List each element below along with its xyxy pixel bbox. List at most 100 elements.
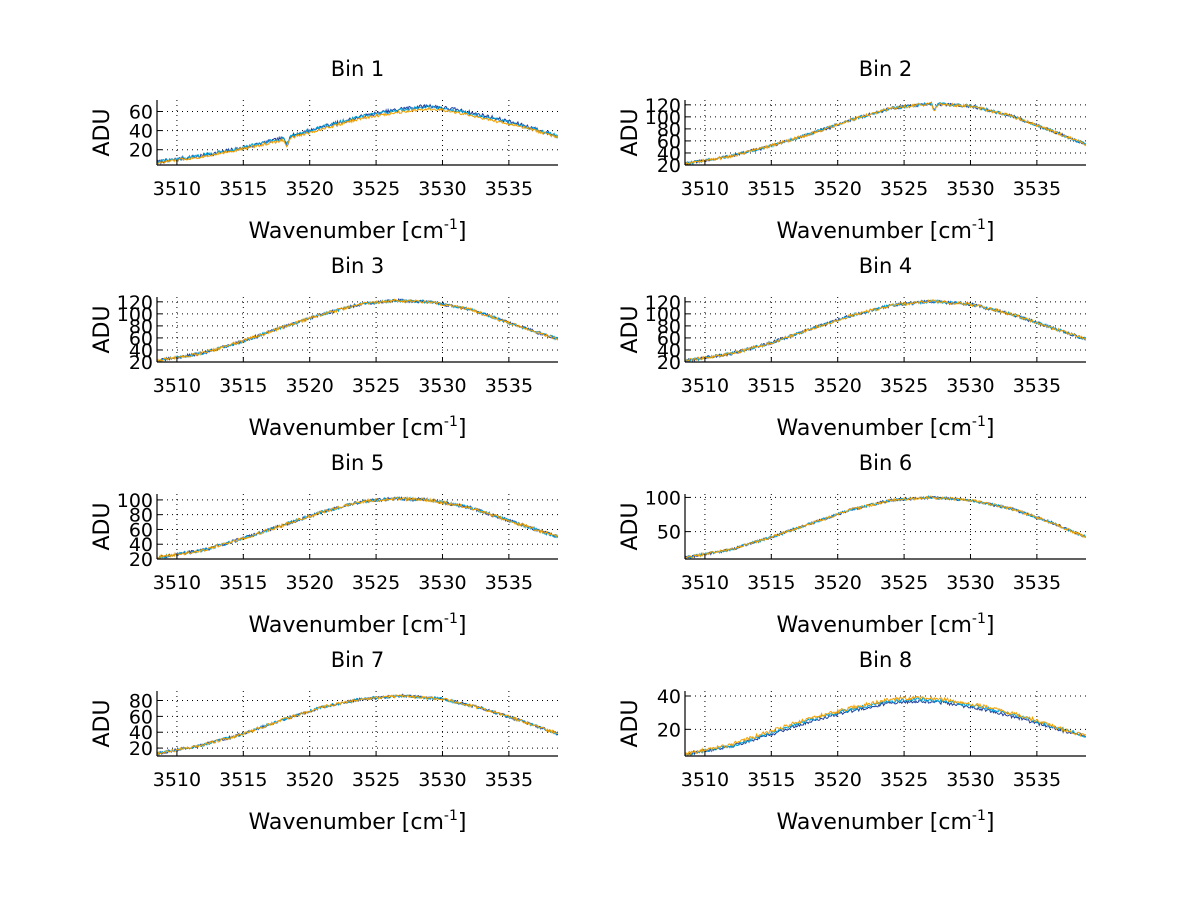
series-line-1 [685, 299, 1086, 362]
x-tick-label: 3525 [880, 769, 928, 791]
y-tick-label: 40 [129, 340, 153, 362]
y-tick-label: 40 [129, 722, 153, 744]
y-tick-label: 80 [129, 691, 153, 713]
y-axis-label: ADU [90, 502, 115, 550]
x-axis-label: Wavenumber [cm-1] [249, 414, 467, 441]
x-tick-label: 3520 [286, 375, 334, 397]
y-axis-label: ADU [618, 502, 643, 550]
chart-title: Bin 7 [331, 648, 385, 672]
x-tick-label: 3530 [418, 572, 466, 594]
series-line-1 [157, 496, 558, 559]
series-line-3 [157, 693, 558, 756]
x-axis-label: Wavenumber [cm-1] [777, 414, 995, 441]
x-axis-label: Wavenumber [cm-1] [249, 808, 467, 835]
series-line-3 [685, 101, 1086, 165]
y-tick-label: 60 [129, 706, 153, 728]
x-tick-label: 3520 [814, 375, 862, 397]
x-tick-label: 3525 [880, 375, 928, 397]
panel-bin-6: 3510 3515 3520 3525 3530 3535 50 100 Bin 6 Wavenu… [618, 451, 1086, 638]
y-tick-label: 20 [657, 719, 681, 741]
y-axis-label: ADU [90, 108, 115, 156]
x-tick-label: 3530 [418, 769, 466, 791]
series-line-2 [157, 496, 558, 559]
chart-title: Bin 2 [859, 57, 913, 81]
x-axis-label: Wavenumber [cm-1] [777, 217, 995, 244]
y-tick-label: 20 [657, 352, 681, 374]
x-tick-label: 3525 [352, 572, 400, 594]
series-line-2 [685, 696, 1086, 756]
x-tick-label: 3515 [219, 769, 267, 791]
chart-title: Bin 4 [859, 254, 913, 278]
y-tick-label: 20 [129, 352, 153, 374]
x-tick-label: 3520 [286, 178, 334, 200]
y-tick-label: 80 [129, 316, 153, 338]
x-tick-label: 3530 [946, 375, 994, 397]
x-axis-label: Wavenumber [cm-1] [249, 611, 467, 638]
series-line-2 [685, 299, 1086, 362]
series-line-3 [157, 106, 558, 165]
x-tick-label: 3515 [747, 769, 795, 791]
series-line-2 [685, 101, 1086, 165]
x-tick-label: 3520 [814, 572, 862, 594]
y-tick-label: 40 [129, 534, 153, 556]
x-tick-label: 3535 [1013, 375, 1061, 397]
x-tick-label: 3510 [153, 178, 201, 200]
series-line-1 [685, 102, 1086, 165]
series-line-3 [685, 299, 1086, 362]
chart-title: Bin 5 [331, 451, 385, 475]
y-tick-label: 50 [657, 522, 681, 544]
series-line-3 [157, 298, 558, 362]
x-tick-label: 3515 [747, 178, 795, 200]
x-tick-label: 3525 [352, 375, 400, 397]
x-tick-label: 3520 [286, 572, 334, 594]
x-tick-label: 3510 [153, 572, 201, 594]
x-tick-label: 3510 [681, 375, 729, 397]
x-tick-label: 3535 [485, 178, 533, 200]
x-tick-label: 3535 [1013, 769, 1061, 791]
series-line-3 [157, 496, 558, 559]
y-tick-label: 120 [645, 95, 681, 117]
y-tick-label: 20 [129, 140, 153, 162]
y-tick-label: 20 [129, 549, 153, 571]
x-tick-label: 3510 [153, 769, 201, 791]
x-tick-label: 3525 [880, 572, 928, 594]
x-tick-label: 3525 [352, 769, 400, 791]
y-axis-label: ADU [618, 699, 643, 747]
y-tick-label: 100 [645, 304, 681, 326]
x-tick-label: 3535 [485, 769, 533, 791]
y-axis-label: ADU [90, 305, 115, 353]
y-tick-label: 40 [657, 143, 681, 165]
x-tick-label: 3525 [880, 178, 928, 200]
series-line-2 [157, 104, 558, 165]
x-tick-label: 3530 [946, 572, 994, 594]
x-tick-label: 3535 [1013, 572, 1061, 594]
x-tick-label: 3530 [946, 178, 994, 200]
y-axis-label: ADU [90, 699, 115, 747]
panel-bin-8: 3510 3515 3520 3525 3530 3535 20 40 Bin 8 Wavenum… [618, 648, 1086, 835]
y-tick-label: 120 [117, 292, 153, 314]
y-tick-label: 80 [657, 119, 681, 141]
x-tick-label: 3520 [814, 178, 862, 200]
x-tick-label: 3530 [418, 178, 466, 200]
chart-title: Bin 3 [331, 254, 385, 278]
x-tick-label: 3515 [219, 375, 267, 397]
y-tick-label: 80 [129, 505, 153, 527]
x-tick-label: 3510 [681, 178, 729, 200]
x-tick-label: 3535 [485, 375, 533, 397]
y-tick-label: 20 [657, 155, 681, 177]
chart-title: Bin 1 [331, 57, 385, 81]
y-tick-label: 40 [657, 340, 681, 362]
series-line-2 [157, 694, 558, 756]
y-tick-label: 60 [129, 101, 153, 123]
y-tick-label: 40 [657, 686, 681, 708]
x-tick-label: 3535 [485, 572, 533, 594]
y-tick-label: 20 [129, 738, 153, 760]
x-tick-label: 3520 [286, 769, 334, 791]
x-tick-label: 3510 [681, 572, 729, 594]
x-tick-label: 3515 [747, 572, 795, 594]
